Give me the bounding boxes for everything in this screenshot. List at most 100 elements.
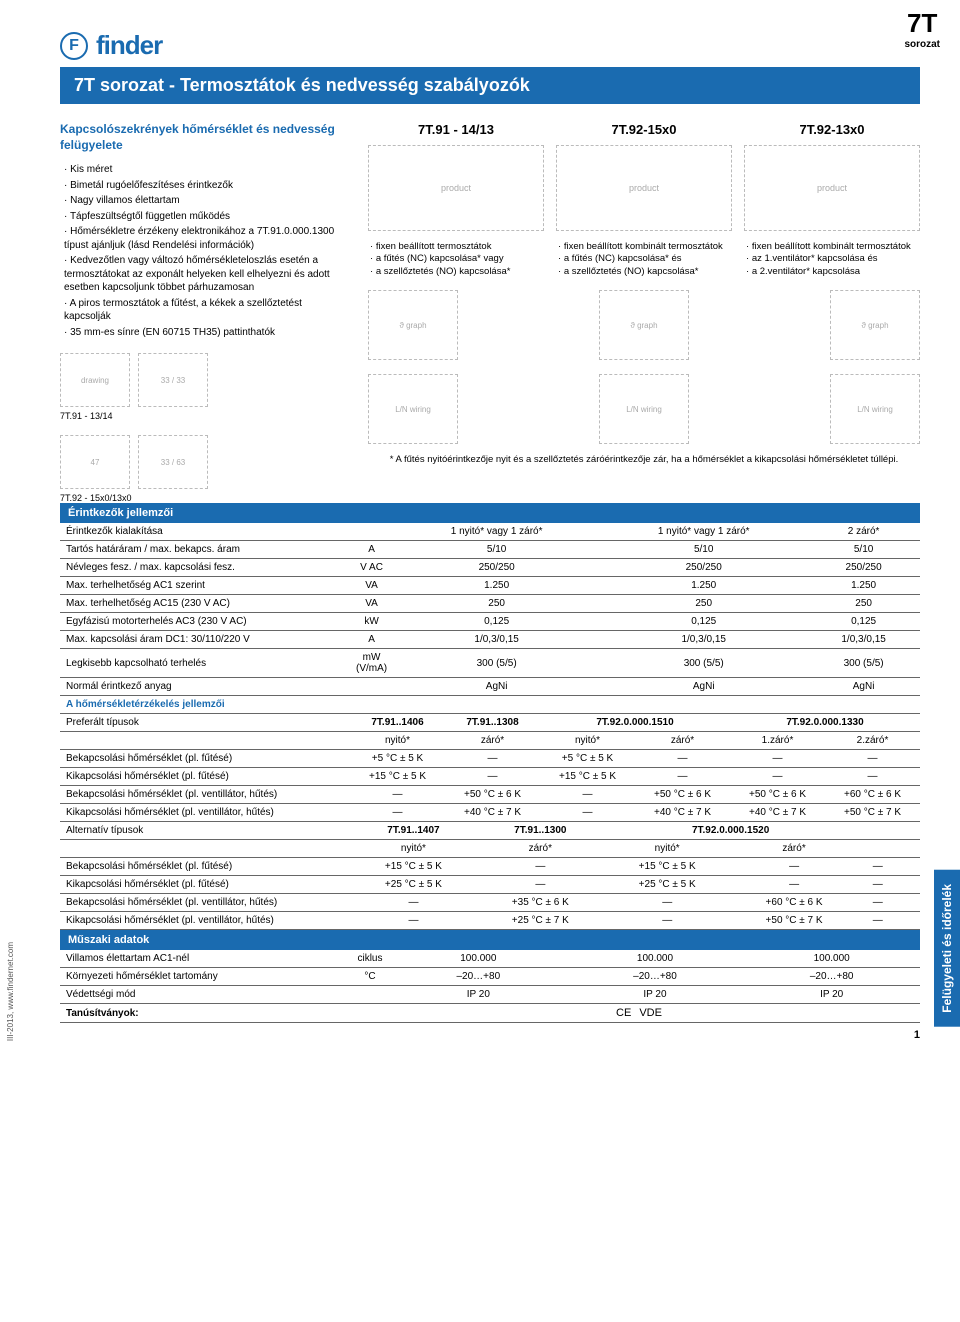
model-title: 7T.92-15x0 [556,122,732,137]
row-value: +15 °C ± 5 K [604,858,731,876]
row-value: +50 °C ± 7 K [731,912,858,930]
table-row: Védettségi módIP 20IP 20IP 20 [60,986,920,1004]
row-label: Bekapcsolási hőmérséklet (pl. fűtésé) [60,750,350,768]
row-label: Bekapcsolási hőmérséklet (pl. ventilláto… [60,786,350,804]
row-value: +25 °C ± 7 K [477,912,604,930]
row-value [898,858,920,876]
row-value: 250 [600,595,807,613]
row-value: 1/0,3/0,15 [807,631,920,649]
table-row: Érintkezők kialakítása1 nyitó* vagy 1 zá… [60,523,920,541]
model-bullet: fixen beállított kombinált termosztátok [558,241,732,253]
row-unit: ciklus [350,950,390,968]
sub-label: záró* [635,732,730,750]
contact-table: Érintkezők kialakítása1 nyitó* vagy 1 zá… [60,523,920,696]
row-value: +60 °C ± 6 K [731,894,858,912]
product-image: product [744,145,920,231]
intro-bullet: Hőmérsékletre érzékeny elektronikához a … [64,225,350,252]
row-label: Névleges fesz. / max. kapcsolási fesz. [60,559,350,577]
row-unit: A [350,541,393,559]
row-value: +50 °C ± 6 K [730,786,825,804]
table-row: Max. terhelhetőség AC1 szerintVA1.2501.2… [60,577,920,595]
row-value: +50 °C ± 6 K [635,786,730,804]
row-value: 5/10 [393,541,600,559]
row-unit: VA [350,595,393,613]
table-row: Preferált típusok7T.91..14067T.91..13087… [60,714,920,732]
row-value: –20…+80 [567,968,744,986]
row-value: 1.250 [807,577,920,595]
type-code: 7T.92.0.000.1330 [730,714,920,732]
row-value: 0,125 [807,613,920,631]
row-value: 250/250 [393,559,600,577]
sub-label [898,840,920,858]
dimension-drawing: drawing [60,353,130,407]
alt-table: Alternatív típusok7T.91..14077T.91..1300… [60,822,920,930]
row-value: — [604,894,731,912]
row-value: 1.250 [393,577,600,595]
row-value: 0,125 [393,613,600,631]
table-row: Bekapcsolási hőmérséklet (pl. ventilláto… [60,786,920,804]
table-row: Legkisebb kapcsolható terhelésmW (V/mA)3… [60,649,920,678]
row-value [898,876,920,894]
row-value: AgNi [393,678,600,696]
sub-label: 2.záró* [825,732,920,750]
model-bullet: a szellőztetés (NO) kapcsolása* [558,266,732,278]
row-value: IP 20 [743,986,920,1004]
brand-name: finder [96,30,162,61]
row-unit [350,986,390,1004]
row-value: +40 °C ± 7 K [445,804,540,822]
row-label: Max. terhelhetőség AC15 (230 V AC) [60,595,350,613]
row-unit: A [350,631,393,649]
table-row: Kikapcsolási hőmérséklet (pl. ventilláto… [60,912,920,930]
type-code: 7T.91..1308 [445,714,540,732]
model-bullet: fixen beállított kombinált termosztátok [746,241,920,253]
row-value [898,894,920,912]
product-image: product [556,145,732,231]
intro-heading: Kapcsolószekrények hőmérséklet és nedves… [60,122,350,153]
row-value: — [635,750,730,768]
brand-icon: F [60,32,88,60]
model-bullet: a 2.ventilátor* kapcsolása [746,266,920,278]
row-label: Villamos élettartam AC1-nél [60,950,350,968]
tech-table: Villamos élettartam AC1-nélciklus100.000… [60,950,920,1004]
model-column: 7T.92-15x0 product fixen beállított kombin… [556,122,732,278]
row-value: — [445,768,540,786]
cert-label: Tanúsítványok: [60,1004,350,1023]
row-value: +50 °C ± 6 K [445,786,540,804]
row-value: 250/250 [600,559,807,577]
model-column: 7T.92-13x0productfixen beállított kombin… [744,122,920,278]
footnote: * A fűtés nyitóérintkezője nyit és a sze… [368,454,920,465]
row-label: Védettségi mód [60,986,350,1004]
row-value: 250 [393,595,600,613]
model-bullet: a fűtés (NC) kapcsolása* vagy [370,253,544,265]
row-unit [350,678,393,696]
section-tech: Műszaki adatok [60,930,920,950]
table-row: Kikapcsolási hőmérséklet (pl. fűtésé)+15… [60,768,920,786]
row-value: +15 °C ± 5 K [350,768,445,786]
row-label: Bekapcsolási hőmérséklet (pl. ventilláto… [60,894,350,912]
row-label: Max. kapcsolási áram DC1: 30/110/220 V [60,631,350,649]
row-value: IP 20 [390,986,567,1004]
row-value: 100.000 [390,950,567,968]
row-value: — [858,876,898,894]
sub-label: záró* [445,732,540,750]
row-value: — [350,894,477,912]
row-value: 300 (5/5) [393,649,600,678]
row-value: 2 záró* [807,523,920,541]
row-label: Legkisebb kapcsolható terhelés [60,649,350,678]
row-value: — [350,804,445,822]
row-value: — [731,876,858,894]
row-value: +25 °C ± 5 K [604,876,731,894]
row-label: Környezeti hőmérséklet tartomány [60,968,350,986]
row-label: Alternatív típusok [60,822,350,840]
characteristic-diagram: ϑ graph [599,290,689,360]
cert-mark: CE [616,1007,631,1019]
row-value: 250/250 [807,559,920,577]
table-row: Kikapcsolási hőmérséklet (pl. fűtésé)+25… [60,876,920,894]
row-value: — [477,858,604,876]
row-value: 1 nyitó* vagy 1 záró* [393,523,600,541]
table-row: Névleges fesz. / max. kapcsolási fesz.V … [60,559,920,577]
type-code: 7T.92.0.000.1510 [540,714,730,732]
sub-label: nyitó* [350,732,445,750]
table-row: Egyfázisú motorterhelés AC3 (230 V AC)kW… [60,613,920,631]
row-value: 250 [807,595,920,613]
